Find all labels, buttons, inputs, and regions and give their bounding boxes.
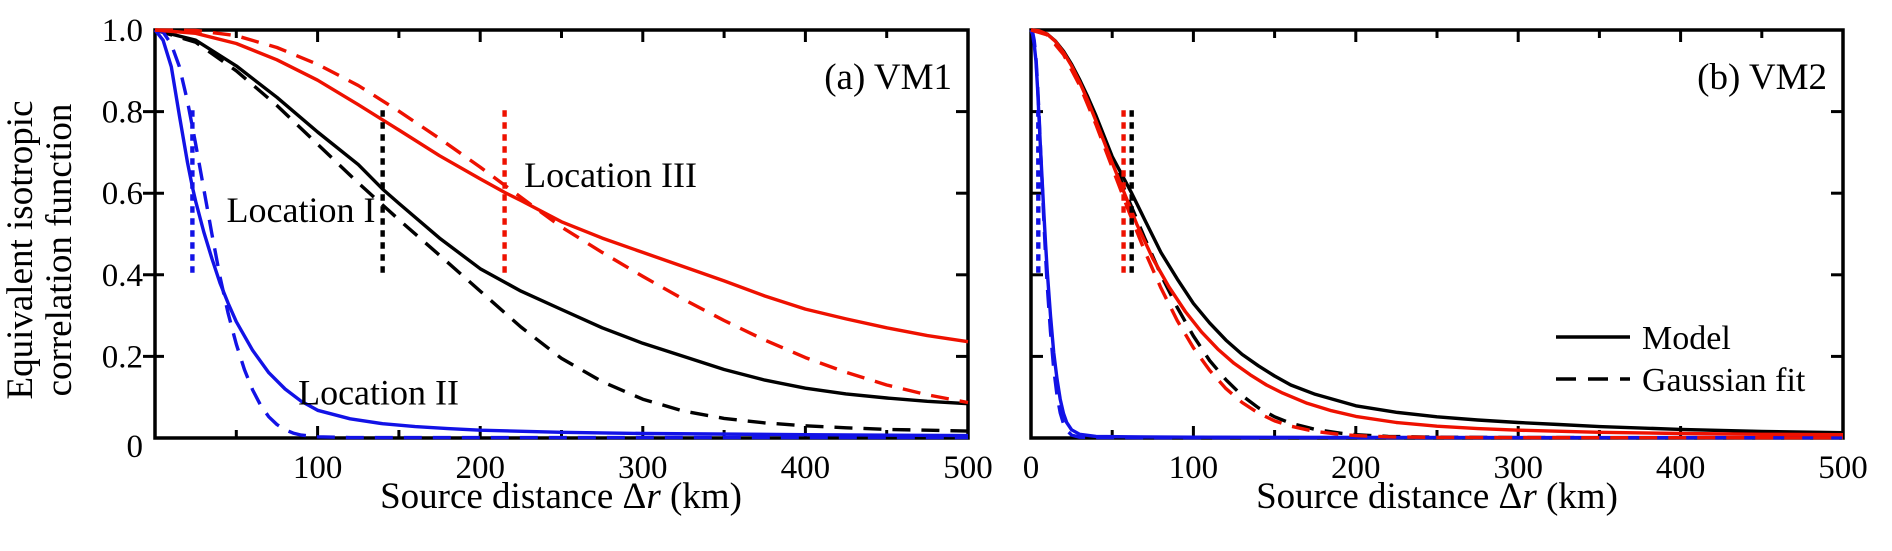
x-axis-label-panel-b: Source distance Δr (km) (1256, 476, 1618, 517)
panel-b: 0 100 200 300 400 500 (b) VM2 Model Gaussian fit (1023, 28, 1868, 486)
x-tick-label: 500 (1818, 450, 1868, 486)
x-tick-label: 300 (618, 450, 668, 486)
annotation-location-location-ii: Location II (298, 373, 459, 413)
panels-group: 100 200 300 400 500 1.0 0.8 0.6 0.4 0.2 0 Location … (102, 13, 1868, 486)
x-tick-label: 200 (455, 450, 505, 486)
legend-label-model: Model (1642, 320, 1731, 357)
panel-a-location-iii-gaussian-fit-curve (154, 28, 969, 405)
x-axis-label-text: Source distance Δ (1256, 476, 1522, 517)
x-tick-label: 200 (1331, 450, 1381, 486)
x-axis-label-italic-r: r (646, 476, 661, 517)
y-axis-label-line-1: Equivalent isotropic (0, 100, 41, 399)
annotation-location-location-iii: Location III (524, 155, 697, 195)
y-tick-label: 0.4 (102, 258, 143, 294)
legend-label-gaussian-fit: Gaussian fit (1642, 362, 1806, 399)
y-tick-label: 0.2 (102, 339, 143, 375)
x-tick-label: 100 (1169, 450, 1219, 486)
x-axis-label-panel-a: Source distance Δr (km) (380, 476, 742, 517)
y-tick-label: 0 (127, 429, 144, 465)
panel-b-location-iii-model-curve (1030, 28, 1844, 437)
annotation-location-location-i: Location I (227, 190, 376, 230)
x-tick-label: 100 (293, 450, 343, 486)
panel-a-location-i-model-curve (154, 28, 969, 406)
panel-a-location-ii-gaussian-fit-curve (154, 28, 968, 440)
x-axis-label-italic-r: r (1522, 476, 1537, 517)
x-tick-label: 300 (1493, 450, 1543, 486)
panel-a-location-ii-model-curve (153, 28, 969, 438)
panel-b-location-iii-gaussian-fit-curve (1030, 28, 1844, 440)
x-axis-label-text: Source distance Δ (380, 476, 646, 517)
y-tick-label: 0.8 (102, 95, 143, 131)
panel-a-label: (a) VM1 (824, 57, 952, 98)
x-axis-label-units: (km) (1537, 476, 1618, 517)
y-tick-label: 0.6 (102, 176, 143, 212)
panel-b-label: (b) VM2 (1697, 57, 1827, 98)
x-axis-label-units: (km) (661, 476, 742, 517)
x-tick-label: 400 (781, 450, 831, 486)
y-axis-label-line-2: correlation function (39, 104, 80, 397)
x-tick-label: 400 (1656, 450, 1706, 486)
y-tick-label: 1.0 (102, 13, 143, 49)
panel-a: 100 200 300 400 500 1.0 0.8 0.6 0.4 0.2 0 Location … (102, 13, 993, 486)
panel-a-location-i-gaussian-fit-curve (154, 28, 969, 433)
x-tick-label: 0 (1023, 450, 1040, 486)
x-tick-label: 500 (943, 450, 993, 486)
panel-b-location-ii-gaussian-fit-curve (1029, 28, 1844, 440)
legend: Model Gaussian fit (1556, 320, 1806, 399)
